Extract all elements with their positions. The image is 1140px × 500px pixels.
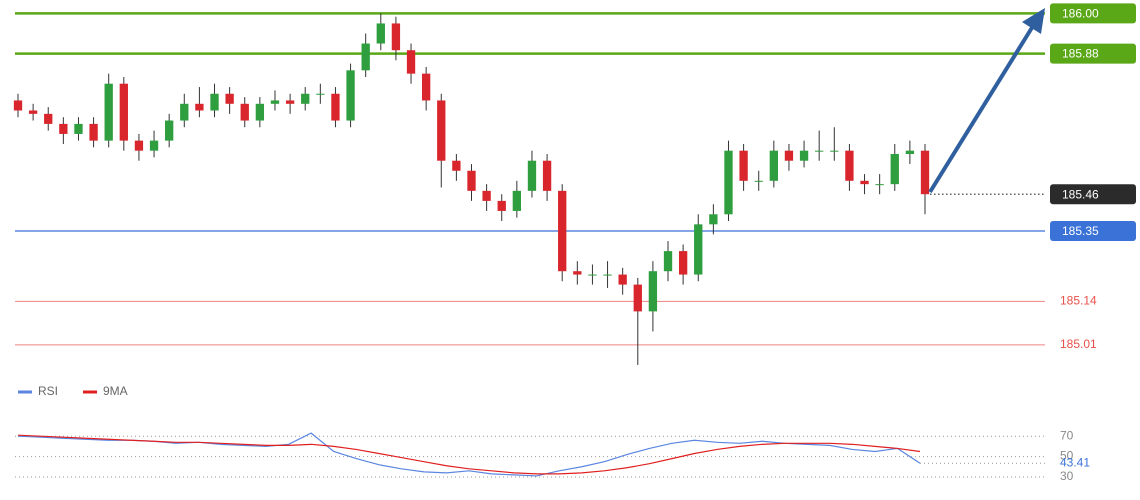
candle-body [603,274,612,276]
candle-body [905,150,915,155]
y-tick-label: 30 [1060,469,1074,483]
level-box [1050,3,1136,24]
candle-body [361,43,370,71]
candle-body [240,103,249,121]
level-box [1050,221,1136,242]
level-label: 186.00 [1062,7,1099,21]
arrow-head [1022,8,1045,34]
series-line [17,432,921,477]
candle-body [890,154,899,185]
candle-body [13,100,23,111]
y-tick-label: 50 [1060,449,1074,463]
candle-body [558,190,567,272]
candle-body [815,150,824,152]
candle-body [527,160,537,191]
candle-body [376,23,385,44]
candle-body [301,93,310,104]
arrow [928,8,1045,194]
candle-body [739,150,748,181]
series-line [17,434,921,475]
candle-body [270,100,280,104]
candle-body [709,214,718,225]
legend-label: RSI [38,384,58,398]
candle-body [285,100,295,104]
current-label: 43.41 [1060,455,1090,469]
candle-body [59,123,68,134]
level-label: 185.14 [1060,294,1097,308]
candle-body [694,224,703,275]
candle-body [588,274,597,276]
candle-body [104,83,113,141]
candle-body [165,120,174,141]
candle-body [573,271,582,275]
candle-body [406,50,416,74]
levels: 186.00 185.88 185.46 185.35 185.14 185.01 [15,3,1136,351]
candle-body [74,123,83,134]
level-label: 185.88 [1062,47,1099,61]
candle-body [754,180,763,182]
candle-body [663,251,673,272]
level-box [1050,184,1136,205]
candle-body [421,73,431,101]
candle-body [225,93,234,104]
candles [13,13,930,365]
candle-body [452,160,461,171]
candle-body [255,103,265,121]
candle-body [391,23,401,51]
candle-body [346,70,355,121]
legend-label: 9MA [103,384,128,398]
candle-body [482,190,491,201]
candle-body [845,150,854,181]
candle-body [860,180,869,185]
candle-body [467,170,476,191]
candle-body [134,140,144,151]
level-label: 185.35 [1062,224,1099,238]
candle-body [633,284,642,312]
candle-body [316,93,325,95]
y-tick-label: 70 [1060,428,1074,442]
candle-body [149,140,159,151]
candle-body [542,160,552,191]
candle-body [497,200,506,211]
candle-body [119,83,128,141]
arrow-shaft [928,24,1035,194]
candle-body [920,150,930,195]
candle-body [437,100,446,161]
level-box [1050,43,1136,64]
candle-body [724,150,733,215]
candle-body [180,103,189,121]
candle-body [44,113,53,124]
candle-body [875,184,884,186]
candle-body [210,93,219,111]
candle-body [830,150,839,152]
candle-body [618,274,627,285]
candle-body [195,103,204,111]
candle-body [512,190,522,211]
candle-body [648,271,658,312]
level-label: 185.46 [1062,187,1099,201]
candle-body [769,150,778,181]
candle-body [678,251,688,275]
candle-body [89,123,98,141]
candle-body [331,93,340,121]
level-label: 185.01 [1060,337,1097,351]
candle-body [784,150,794,161]
candle-body [28,110,38,114]
candle-body [799,150,809,161]
